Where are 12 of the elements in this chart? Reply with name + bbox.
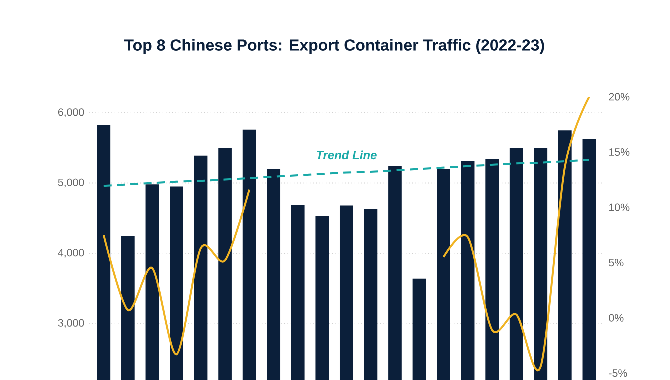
y2-tick-label: 5% (609, 259, 624, 267)
y2-tick-label: 0% (609, 314, 624, 322)
y-tick-label: 6,000 (58, 108, 84, 118)
y-tick-label: 5,000 (58, 178, 84, 188)
y2-tick-label: 10% (610, 204, 630, 212)
chart-title: Top 8 Chinese Ports: Export Container Traffic (2022-23) (124, 39, 544, 54)
y-tick-label: 4,000 (58, 249, 84, 258)
y2-tick-label: 15% (610, 148, 630, 156)
y2-tick-label: -5% (609, 370, 628, 378)
y2-tick-label: 20% (609, 93, 630, 101)
y-tick-label: 3,000 (58, 319, 84, 328)
series-label: Trend Line (316, 150, 377, 160)
